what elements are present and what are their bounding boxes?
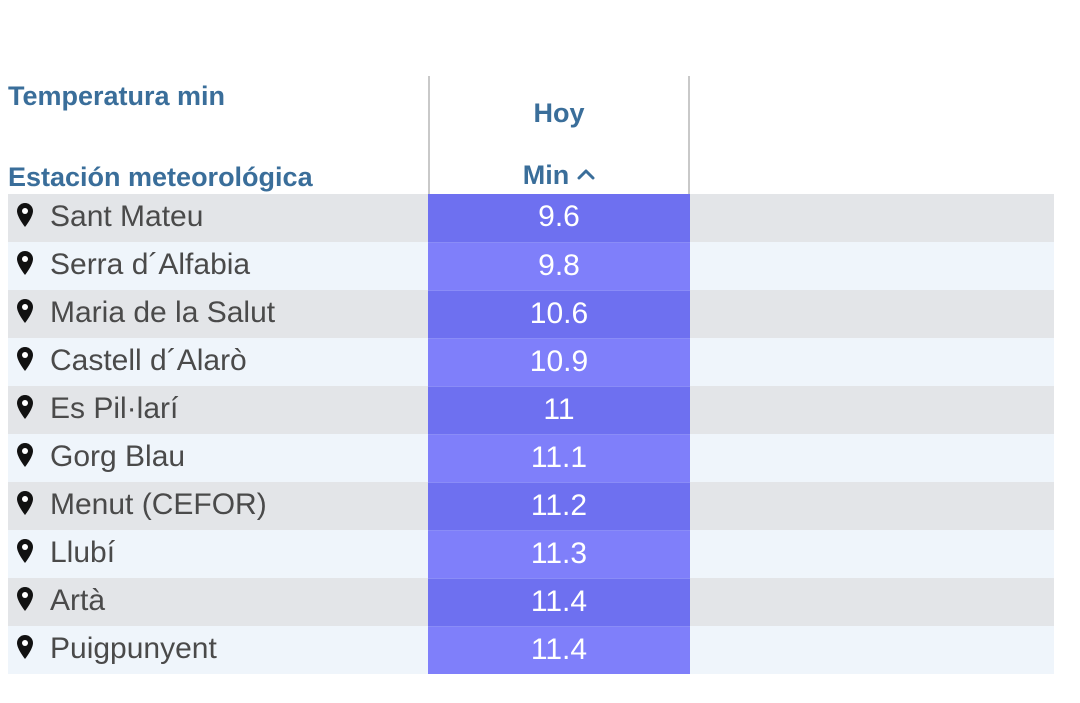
min-value-cell: 10.6 [428,290,690,338]
location-pin-icon [17,395,33,419]
location-pin-icon [17,443,33,467]
station-name: Sant Mateu [50,200,204,233]
min-column-header-sort[interactable]: Min [430,160,688,191]
location-pin-icon [17,539,33,563]
location-pin-icon [17,491,33,515]
table-row[interactable]: Artà 11.4 [8,578,1054,626]
min-value-cell: 11.4 [428,626,690,674]
min-column-label: Min [522,160,570,190]
min-value-cell: 11 [428,386,690,434]
today-column-group: Hoy Min [428,76,690,194]
location-pin-icon [17,587,33,611]
location-pin-icon [17,251,33,275]
table-row[interactable]: Castell d´Alarò 10.9 [8,338,1054,386]
station-name: Es Pil·larí [50,392,179,425]
station-name: Castell d´Alarò [50,344,247,377]
table-row[interactable]: Menut (CEFOR) 11.2 [8,482,1054,530]
station-name: Menut (CEFOR) [50,488,267,521]
station-name: Maria de la Salut [50,296,276,329]
location-pin-icon [17,299,33,323]
location-pin-icon [17,347,33,371]
table-caption: Temperatura min [8,81,226,111]
station-name: Llubí [50,536,116,569]
station-name: Artà [50,584,106,617]
chevron-up-icon [577,169,595,180]
today-group-header: Hoy [533,98,585,128]
table-row[interactable]: Maria de la Salut 10.6 [8,290,1054,338]
table-header: Temperatura min Estación meteorológica H… [8,76,1054,194]
table-row[interactable]: Sant Mateu 9.6 [8,194,1054,242]
table-row[interactable]: Serra d´Alfabia 9.8 [8,242,1054,290]
table-row[interactable]: Llubí 11.3 [8,530,1054,578]
table-body: Sant Mateu 9.6 Serra d´Alfabia 9.8 Maria… [8,194,1054,674]
table-row[interactable]: Es Pil·larí 11 [8,386,1054,434]
min-value-cell: 10.9 [428,338,690,386]
min-value-cell: 9.8 [428,242,690,290]
min-value-cell: 11.1 [428,434,690,482]
table-row[interactable]: Gorg Blau 11.1 [8,434,1054,482]
min-value-cell: 11.2 [428,482,690,530]
station-name: Serra d´Alfabia [50,248,251,281]
station-name: Puigpunyent [50,632,217,665]
min-value-cell: 9.6 [428,194,690,242]
table-row[interactable]: Puigpunyent 11.4 [8,626,1054,674]
temperature-table: Temperatura min Estación meteorológica H… [8,76,1054,674]
min-value-cell: 11.3 [428,530,690,578]
location-pin-icon [17,203,33,227]
station-name: Gorg Blau [50,440,186,473]
station-column-header[interactable]: Estación meteorológica [8,162,313,192]
min-value-cell: 11.4 [428,578,690,626]
location-pin-icon [17,635,33,659]
